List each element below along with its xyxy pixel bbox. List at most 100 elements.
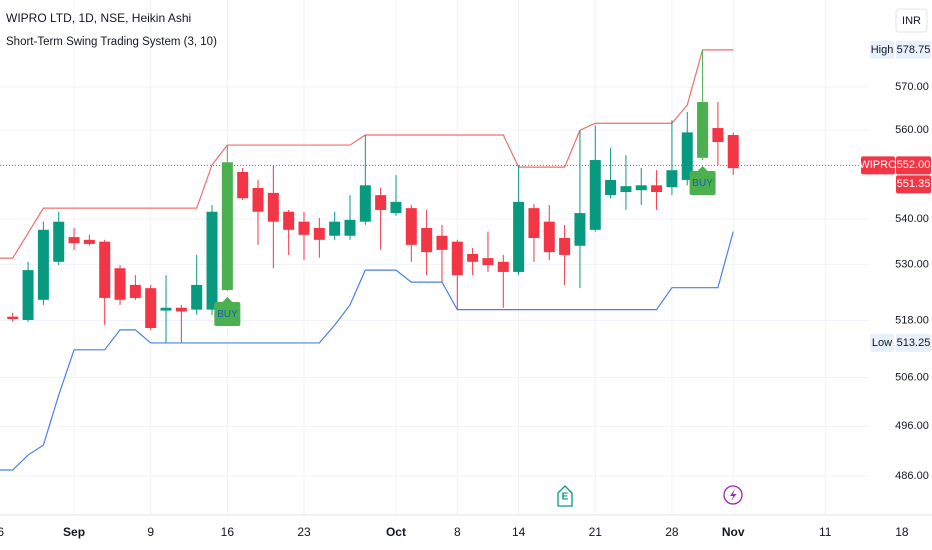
dividend-icon[interactable]	[723, 485, 743, 505]
candle-body	[390, 201, 402, 214]
candle-body	[221, 162, 233, 291]
price-label-name-box	[870, 40, 894, 59]
price-label-box	[896, 156, 931, 175]
band-line	[0, 231, 734, 471]
price-label-value: 552.00	[897, 159, 931, 171]
candle-body	[543, 221, 555, 253]
candle-body	[421, 228, 433, 253]
y-tick-label: 530.00	[895, 258, 929, 270]
x-tick-label: Sep	[63, 525, 85, 539]
earnings-label[interactable]: E	[562, 492, 569, 503]
price-label-name: WIPRO	[859, 159, 897, 171]
candle-body	[114, 268, 126, 300]
y-tick-label: 496.00	[895, 420, 929, 432]
close-label-box	[896, 175, 931, 194]
y-tick-label: 506.00	[895, 372, 929, 384]
candle-body	[99, 241, 111, 298]
candle-body	[681, 132, 693, 180]
price-label-name-box	[861, 156, 895, 175]
candle-body	[283, 211, 295, 230]
candle-body	[7, 316, 19, 320]
y-tick-label: 518.00	[895, 314, 929, 326]
x-tick-label: 14	[512, 525, 526, 539]
candle-body	[666, 170, 678, 188]
candle-body	[191, 284, 203, 310]
candle-body	[329, 221, 341, 236]
earnings-icon[interactable]: E	[557, 485, 573, 507]
candle-body	[467, 254, 479, 262]
x-tick-label: 8	[454, 525, 461, 539]
candle-body	[620, 186, 632, 192]
price-label-value: 578.75	[897, 44, 931, 56]
x-tick-label: 18	[895, 525, 909, 539]
candle-body	[129, 284, 141, 298]
candle-body	[252, 187, 264, 212]
candle-body	[436, 235, 448, 250]
y-tick-label: 540.00	[895, 213, 929, 225]
candle-body	[145, 288, 157, 328]
close-label-value: 551.35	[897, 178, 931, 190]
candle-body	[528, 208, 540, 239]
candle-body	[375, 195, 387, 210]
price-label-name-box	[870, 333, 894, 352]
candle-body	[405, 208, 417, 245]
candle-body	[605, 179, 617, 196]
candle-body	[513, 201, 525, 272]
candle-body	[206, 211, 218, 310]
candle-body	[175, 307, 187, 312]
candle-body	[37, 229, 49, 300]
x-tick-label: 26	[0, 525, 4, 539]
candle-body	[313, 228, 325, 240]
chart-title: WIPRO LTD, 1D, NSE, Heikin Ashi	[6, 11, 191, 25]
price-label-box	[896, 333, 931, 352]
candle-body	[160, 307, 172, 311]
candle-body	[635, 185, 647, 191]
price-label-box	[896, 40, 931, 59]
candle-body	[359, 185, 371, 222]
signal-label-box	[689, 166, 716, 196]
y-tick-label: 560.00	[895, 124, 929, 136]
candle-body	[344, 219, 356, 236]
x-tick-label: Oct	[386, 525, 406, 539]
signal-label-box	[214, 296, 241, 326]
x-tick-label: 11	[819, 525, 832, 539]
candle-body	[22, 270, 34, 320]
candle-body	[651, 185, 663, 192]
candle-body	[497, 261, 509, 272]
candle-body	[451, 241, 463, 276]
candle-body	[482, 258, 494, 266]
price-label-value: 513.25	[897, 337, 931, 349]
signal-label: BUY	[217, 309, 238, 320]
plot-area: BUY BUY	[0, 49, 868, 471]
x-tick-label: 23	[297, 525, 311, 539]
candle-body	[267, 192, 279, 222]
signal-label: BUY	[692, 178, 713, 189]
x-tick-label: 28	[665, 525, 679, 539]
candle-body	[53, 221, 65, 262]
candle-body	[237, 171, 249, 199]
price-label-name: High	[871, 44, 894, 56]
price-label-name: Low	[872, 337, 892, 349]
x-tick-label: 16	[221, 525, 235, 539]
currency[interactable]: INR	[902, 15, 921, 27]
candle-body	[697, 102, 709, 158]
candle-body	[589, 160, 601, 230]
event-icon-bolt[interactable]	[730, 489, 737, 501]
x-tick-label: 21	[589, 525, 603, 539]
price-axis: 486.00 496.00 506.00 518.00 530.00 540.00 560.…	[859, 40, 931, 482]
time-axis: 26 Sep 9 16 23 Oct 8 14 21 28 Nov 11 18	[0, 525, 909, 539]
candle-body	[574, 213, 586, 246]
currency-box[interactable]	[895, 8, 928, 33]
candle-body	[712, 128, 724, 143]
candle-body	[559, 238, 571, 255]
earnings-icon-shape[interactable]	[557, 485, 573, 507]
candle-body	[727, 135, 739, 169]
x-tick-label: Nov	[722, 525, 745, 539]
x-tick-label: 9	[147, 525, 154, 539]
candle-body	[298, 221, 310, 235]
candle-body	[68, 237, 80, 244]
candle-body	[83, 239, 95, 244]
